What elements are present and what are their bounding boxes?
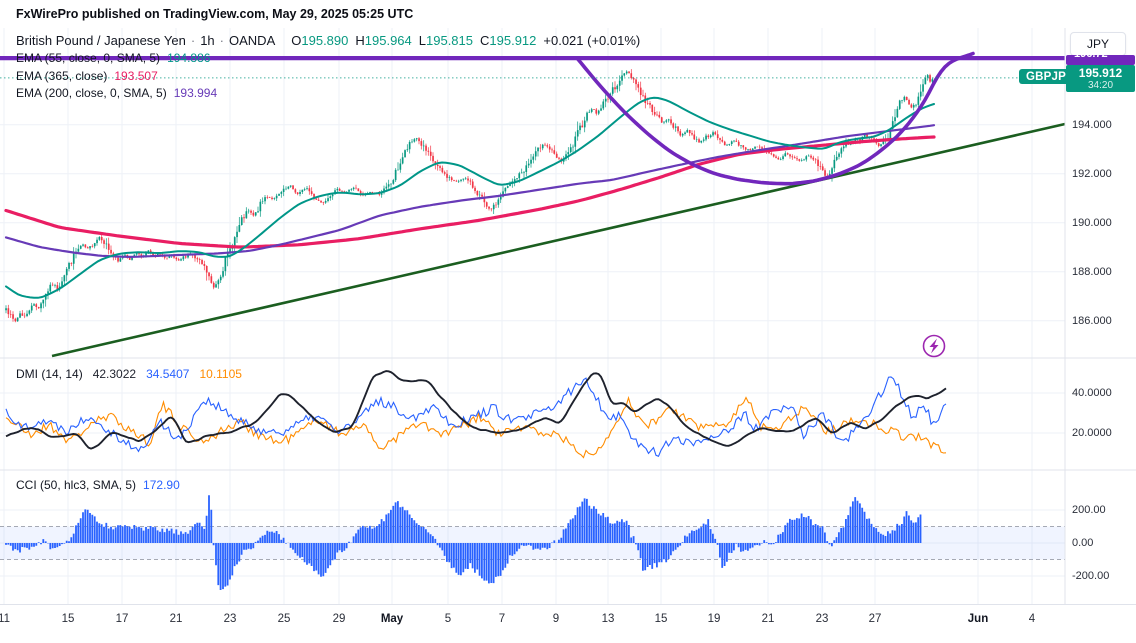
bar-countdown: 34:20 xyxy=(1087,80,1114,91)
ema365-value: 193.507 xyxy=(114,68,158,83)
ema55-label[interactable]: EMA (55, close, 0, SMA, 5) xyxy=(16,51,161,65)
dmi-minus-di-value: 10.1105 xyxy=(199,367,242,381)
current-price-tag: 195.912 34:20 xyxy=(1066,65,1135,92)
interval-label[interactable]: 1h xyxy=(200,33,215,48)
cci-axis-label: -200.00 xyxy=(1072,570,1110,582)
time-axis-label: 29 xyxy=(332,613,346,625)
time-axis-label: 17 xyxy=(115,613,129,625)
time-axis[interactable]: 11 15 17 21 23 25 29 May 5 7 9 13 15 19 21 23 27 Jun 4 xyxy=(0,604,1136,643)
time-axis-label: 13 xyxy=(601,613,615,625)
close-key: C xyxy=(480,33,490,48)
time-axis-label: 25 xyxy=(277,613,291,625)
ema-55-line xyxy=(5,96,935,299)
high-value: 195.964 xyxy=(364,33,412,48)
time-axis-label: 15 xyxy=(654,613,668,625)
legend-ema-365[interactable]: EMA (365, close) 193.507 xyxy=(16,69,158,83)
ema-365-line xyxy=(4,135,936,249)
legend-ema-200[interactable]: EMA (200, close, 0, SMA, 5) 193.994 xyxy=(16,86,217,100)
support-trendline[interactable] xyxy=(51,122,1066,358)
time-axis-label: 23 xyxy=(815,613,829,625)
ema-200-line xyxy=(4,124,936,259)
dmi-minus-di-line xyxy=(5,395,947,459)
currency-button[interactable]: JPY xyxy=(1070,32,1126,56)
time-axis-label: 5 xyxy=(444,613,452,625)
price-axis-label: 190.000 xyxy=(1072,216,1112,229)
cci-axis-label: 200.00 xyxy=(1072,504,1106,516)
dmi-axis-label: 40.0000 xyxy=(1072,387,1112,399)
open-value: 195.890 xyxy=(301,33,349,48)
cci-axis-label: 0.00 xyxy=(1072,537,1094,549)
exchange-label: OANDA xyxy=(229,33,276,48)
time-axis-label: May xyxy=(380,613,404,625)
cci-histogram xyxy=(5,495,922,590)
time-axis-label: 21 xyxy=(169,613,183,625)
lightning-icon[interactable] xyxy=(922,334,946,358)
ema365-label[interactable]: EMA (365, close) xyxy=(16,68,108,83)
dmi-adx-line xyxy=(5,370,947,450)
legend-dmi[interactable]: DMI (14, 14) 42.3022 34.5407 10.1105 xyxy=(16,367,242,381)
low-key: L xyxy=(418,33,426,48)
dmi-adx-value: 42.3022 xyxy=(92,367,137,381)
publisher-bar: FxWirePro published on TradingView.com, … xyxy=(0,0,1136,28)
support-curve[interactable] xyxy=(575,51,975,186)
symbol-title[interactable]: British Pound / Japanese Yen xyxy=(16,33,186,48)
time-axis-label: 27 xyxy=(868,613,882,625)
time-axis-label: 15 xyxy=(61,613,75,625)
cci-label[interactable]: CCI (50, hlc3, SMA, 5) xyxy=(16,478,137,492)
time-axis-label: 4 xyxy=(1028,613,1036,625)
dmi-plus-di-line xyxy=(5,376,947,458)
time-axis-label: 19 xyxy=(707,613,721,625)
close-value: 195.912 xyxy=(489,33,537,48)
time-axis-label: 23 xyxy=(223,613,237,625)
dmi-plus-di-value: 34.5407 xyxy=(146,367,190,381)
dmi-label[interactable]: DMI (14, 14) xyxy=(16,367,83,381)
price-axis-label: 188.000 xyxy=(1072,265,1112,278)
high-key: H xyxy=(355,33,365,48)
price-axis-label: 186.000 xyxy=(1072,314,1112,327)
price-axis-label: 192.000 xyxy=(1072,167,1112,180)
ema200-value: 193.994 xyxy=(173,86,218,100)
symbol-price-flag: GBPJPY xyxy=(1019,69,1081,84)
grid-lines xyxy=(0,28,1065,604)
price-axis-label: 194.000 xyxy=(1072,118,1112,131)
time-axis-label: 11 xyxy=(0,613,10,625)
resistance-level-tag: 196.72 xyxy=(1066,55,1135,65)
time-axis-label: 9 xyxy=(552,613,560,625)
legend-cci[interactable]: CCI (50, hlc3, SMA, 5) 172.90 xyxy=(16,478,180,492)
change-value: +0.021 (+0.01%) xyxy=(543,33,641,48)
ema55-value: 194.886 xyxy=(167,51,211,65)
cci-value: 172.90 xyxy=(143,478,180,492)
price-axis[interactable]: JPY 196.72 195.912 34:20 194.000 192.000 1… xyxy=(1065,28,1136,630)
publisher-text: FxWirePro published on TradingView.com, … xyxy=(16,7,414,21)
low-value: 195.815 xyxy=(426,33,473,48)
time-axis-label: 21 xyxy=(761,613,775,625)
symbol-legend[interactable]: British Pound / Japanese Yen · 1h · OANDA O19… xyxy=(16,33,641,48)
time-axis-label: 7 xyxy=(498,613,506,625)
legend-ema-55[interactable]: EMA (55, close, 0, SMA, 5) 194.886 xyxy=(16,51,210,65)
open-key: O xyxy=(291,33,302,48)
ema200-label[interactable]: EMA (200, close, 0, SMA, 5) xyxy=(16,86,167,100)
pane-separators xyxy=(0,28,1136,608)
candlestick-series xyxy=(5,69,938,323)
time-axis-label: Jun xyxy=(967,613,989,625)
dmi-axis-label: 20.0000 xyxy=(1072,427,1112,439)
current-price-value: 195.912 xyxy=(1078,66,1123,80)
